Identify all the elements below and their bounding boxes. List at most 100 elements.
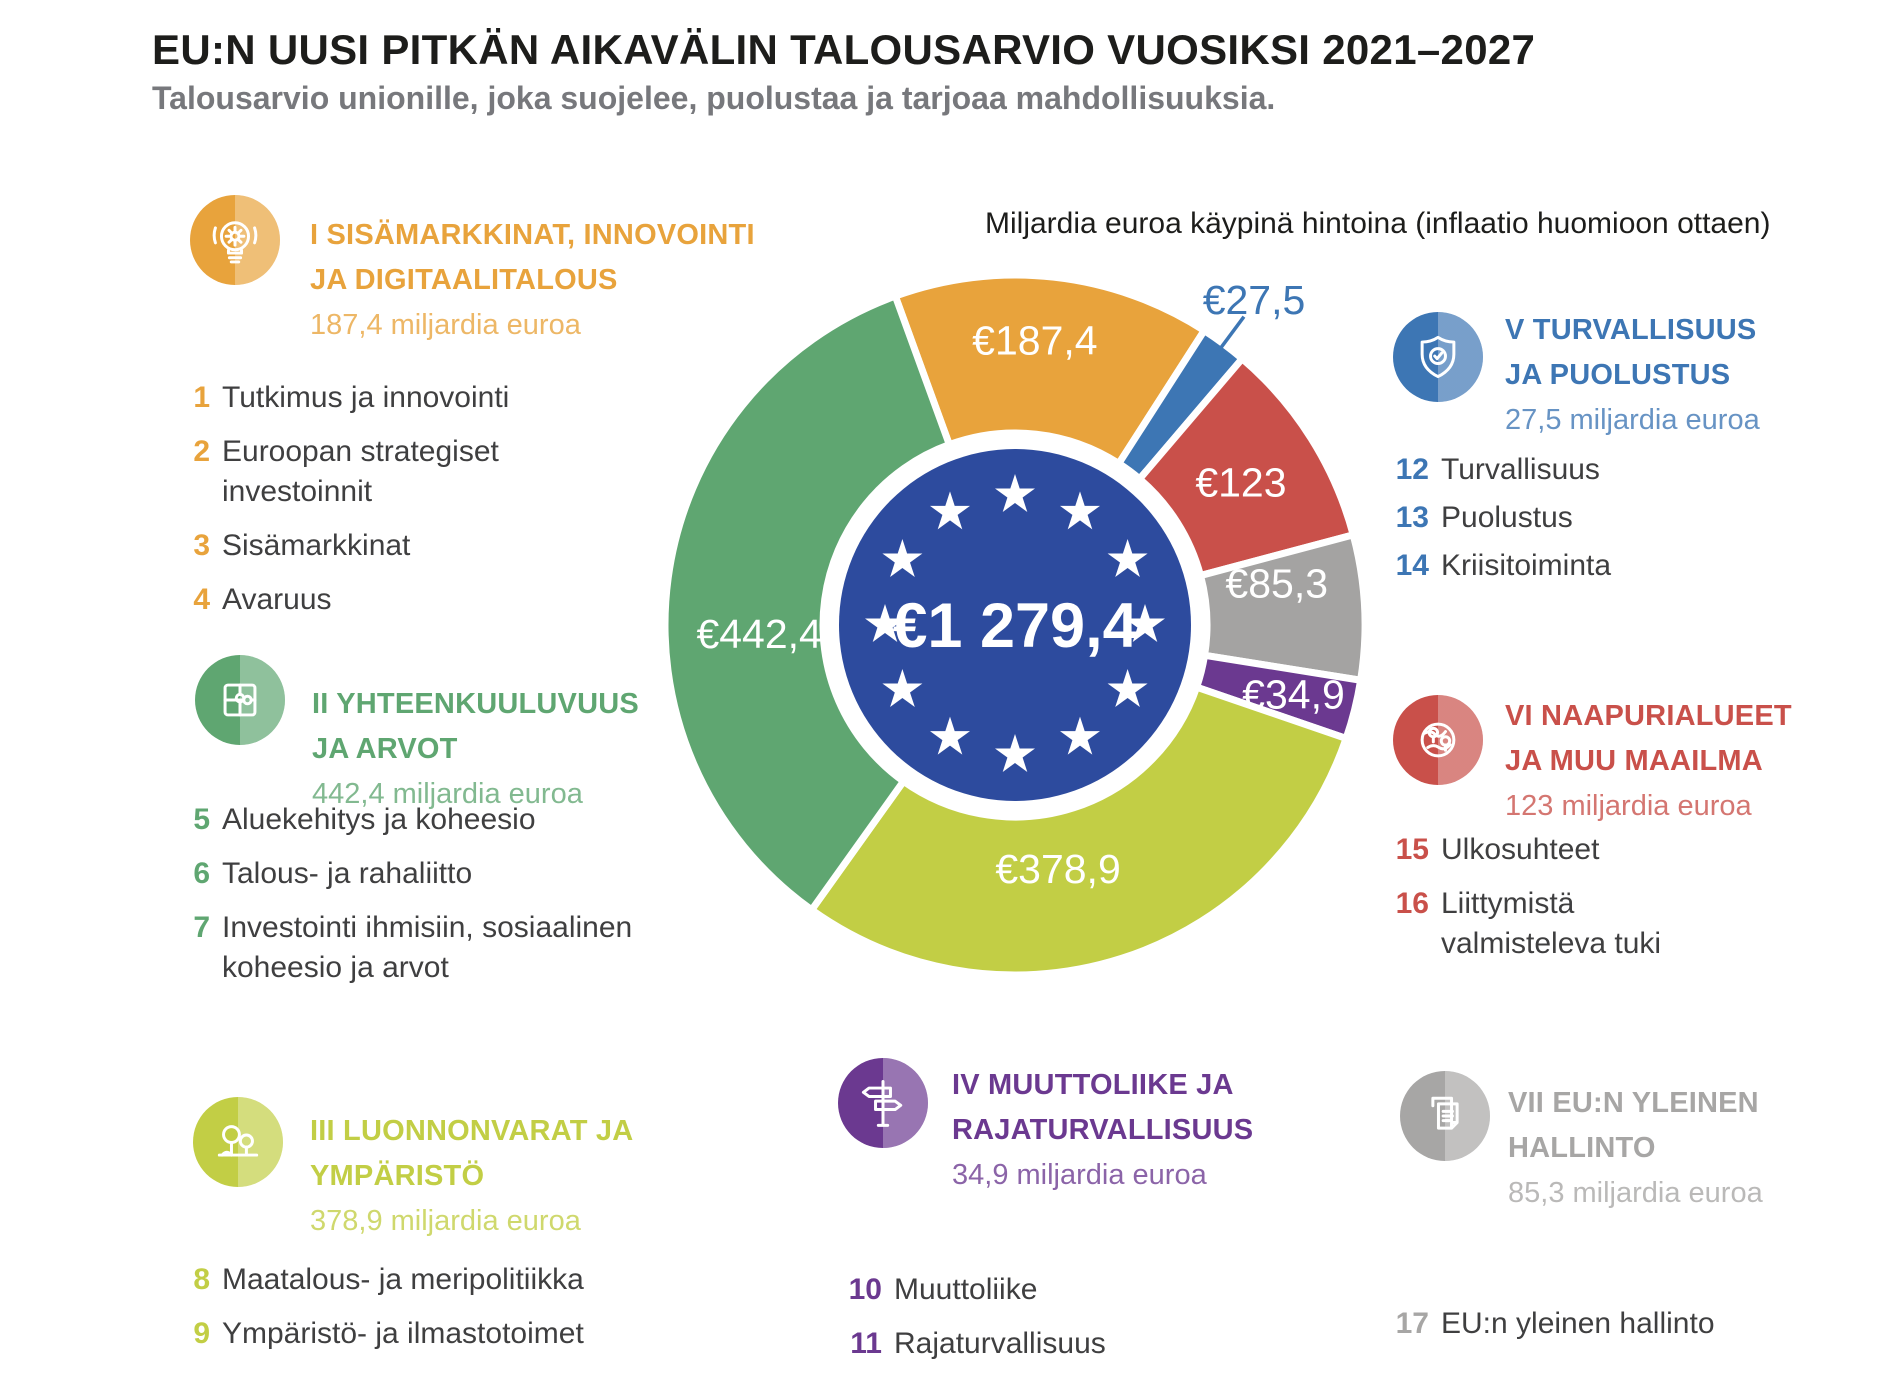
- category-items: 12 Turvallisuus 13 Puolustus 14 Kriisitoimint…: [1385, 450, 1611, 594]
- item-number: 15: [1395, 833, 1429, 866]
- budget-item: 3 Sisämarkkinat: [160, 526, 509, 566]
- eu-star: [882, 539, 923, 577]
- item-label: Puolustus: [1441, 501, 1573, 534]
- item-label: Ulkosuhteet: [1441, 833, 1600, 866]
- category-items: 15 Ulkosuhteet 16 Liittymistä valmisteleva …: [1385, 830, 1661, 978]
- category-title-line2: JA PUOLUSTUS: [1505, 359, 1731, 391]
- category-title-line1: IV MUUTTOLIIKE JA: [952, 1069, 1234, 1101]
- item-number: 13: [1395, 501, 1429, 534]
- eu-star: [995, 734, 1035, 772]
- item-number: 9: [193, 1317, 210, 1350]
- donut-segment-II: [661, 292, 953, 914]
- eu-star: [1060, 491, 1100, 530]
- eu-star: [1107, 669, 1148, 707]
- administration-category-badge: [1400, 1071, 1490, 1161]
- chart-unit-note: Miljardia euroa käypinä hintoina (inflaa…: [985, 207, 1771, 240]
- item-number: 10: [848, 1273, 882, 1306]
- category-title-line1: V TURVALLISUUS: [1505, 314, 1757, 346]
- eu-star: [1107, 539, 1148, 577]
- item-number: 3: [193, 529, 210, 562]
- item-label: Liittymistä valmisteleva tuki: [1441, 887, 1662, 960]
- category-amount: 187,4 miljardia euroa: [310, 309, 581, 341]
- puzzle-icon: [223, 683, 257, 717]
- item-number: 6: [193, 857, 210, 890]
- category-title-line1: I SISÄMARKKINAT, INNOVOINTI: [310, 219, 755, 251]
- eu-star: [882, 669, 923, 707]
- category-title-line1: II YHTEENKUULUVUUS: [312, 688, 639, 720]
- category-title-line2: JA MUU MAAILMA: [1505, 745, 1763, 777]
- item-number: 7: [193, 911, 210, 944]
- shield-check-icon: [1420, 335, 1456, 379]
- world-category-badge: [1393, 695, 1483, 785]
- innovation-category-badge: [190, 195, 280, 285]
- budget-item: 8 Maatalous- ja meripolitiikka: [160, 1260, 584, 1300]
- category-items: 10 Muuttoliike 11 Rajaturvallisuus: [838, 1270, 1106, 1378]
- environment-category-badge: [193, 1097, 283, 1187]
- item-number: 5: [193, 803, 210, 836]
- budget-item: 12 Turvallisuus: [1385, 450, 1611, 490]
- category-amount: 27,5 miljardia euroa: [1505, 404, 1760, 436]
- category-amount: 378,9 miljardia euroa: [310, 1205, 581, 1237]
- budget-item: 11 Rajaturvallisuus: [838, 1324, 1105, 1364]
- item-label: Ympäristö- ja ilmastotoimet: [222, 1317, 584, 1350]
- eu-star: [1125, 604, 1165, 642]
- total-budget-label: €1 279,4: [892, 591, 1137, 661]
- budget-item: 1 Tutkimus ja innovointi: [160, 378, 509, 418]
- globe-pins-icon: [1420, 722, 1456, 758]
- eu-star: [1060, 716, 1100, 755]
- donut-svg: €187,4€123€85,3€34,9€378,9€442,4 €1 279,4…: [661, 271, 1369, 979]
- item-number: 14: [1395, 549, 1429, 582]
- trees-icon: [217, 1125, 259, 1157]
- category-amount: 85,3 miljardia euroa: [1508, 1177, 1763, 1209]
- item-number: 16: [1395, 887, 1429, 920]
- item-label: Euroopan strategiset investoinnit: [222, 435, 499, 508]
- item-number: 8: [193, 1263, 210, 1296]
- label-leader-line: [1210, 315, 1246, 362]
- eu-star: [930, 716, 970, 755]
- item-label: Maatalous- ja meripolitiikka: [222, 1263, 584, 1296]
- category-title-line1: III LUONNONVARAT JA: [310, 1115, 634, 1147]
- budget-item: 9 Ympäristö- ja ilmastotoimet: [160, 1314, 584, 1354]
- category-title-line2: HALLINTO: [1508, 1132, 1656, 1164]
- donut-segment-III: [808, 683, 1350, 979]
- item-number: 17: [1395, 1307, 1429, 1340]
- lightbulb-gear-icon: [212, 221, 258, 264]
- eu-star: [865, 604, 905, 642]
- item-label: Sisämarkkinat: [222, 529, 411, 562]
- donut-segment-label: €123: [1195, 460, 1286, 506]
- budget-item: 16 Liittymistä valmisteleva tuki: [1385, 884, 1661, 964]
- item-label: Tutkimus ja innovointi: [222, 381, 510, 414]
- item-number: 1: [193, 381, 210, 414]
- item-label: Talous- ja rahaliitto: [222, 857, 473, 890]
- item-label: Kriisitoiminta: [1441, 549, 1612, 582]
- item-label: EU:n yleinen hallinto: [1441, 1307, 1715, 1340]
- category-items: 8 Maatalous- ja meripolitiikka 9 Ympäristö-…: [160, 1260, 584, 1368]
- donut-segment-label: €378,9: [995, 846, 1120, 892]
- category-amount: 34,9 miljardia euroa: [952, 1159, 1207, 1191]
- donut-segment-label: €187,4: [972, 318, 1097, 364]
- category-title-line1: VII EU:N YLEINEN: [1508, 1087, 1759, 1119]
- category-amount: 442,4 miljardia euroa: [312, 778, 583, 810]
- category-title-line2: RAJATURVALLISUUS: [952, 1114, 1254, 1146]
- item-number: 4: [193, 583, 210, 616]
- security-category-badge: [1393, 312, 1483, 402]
- category-title-line2: JA DIGITAALITALOUS: [310, 264, 618, 296]
- item-label: Avaruus: [222, 583, 332, 616]
- item-number: 11: [850, 1327, 882, 1360]
- item-label: Turvallisuus: [1441, 453, 1600, 486]
- budget-item: 5 Aluekehitys ja koheesio: [160, 800, 632, 840]
- signpost-icon: [861, 1080, 903, 1127]
- category-items: 1 Tutkimus ja innovointi 2 Euroopan strateg…: [160, 378, 509, 634]
- category-title-line2: JA ARVOT: [312, 733, 458, 765]
- category-items: 17 EU:n yleinen hallinto: [1385, 1304, 1715, 1358]
- donut-segment-I: [891, 271, 1208, 467]
- item-label: Investointi ihmisiin, sosiaalinen kohees…: [222, 911, 633, 984]
- budget-item: 2 Euroopan strategiset investoinnit: [160, 432, 509, 512]
- donut-segment-label: €442,4: [696, 611, 821, 657]
- item-number: 12: [1395, 453, 1429, 486]
- donut-segment-label: €85,3: [1225, 561, 1328, 607]
- budget-item: 7 Investointi ihmisiin, sosiaalinen kohee…: [160, 908, 632, 988]
- eu-star: [930, 491, 970, 530]
- cohesion-category-badge: [195, 655, 285, 745]
